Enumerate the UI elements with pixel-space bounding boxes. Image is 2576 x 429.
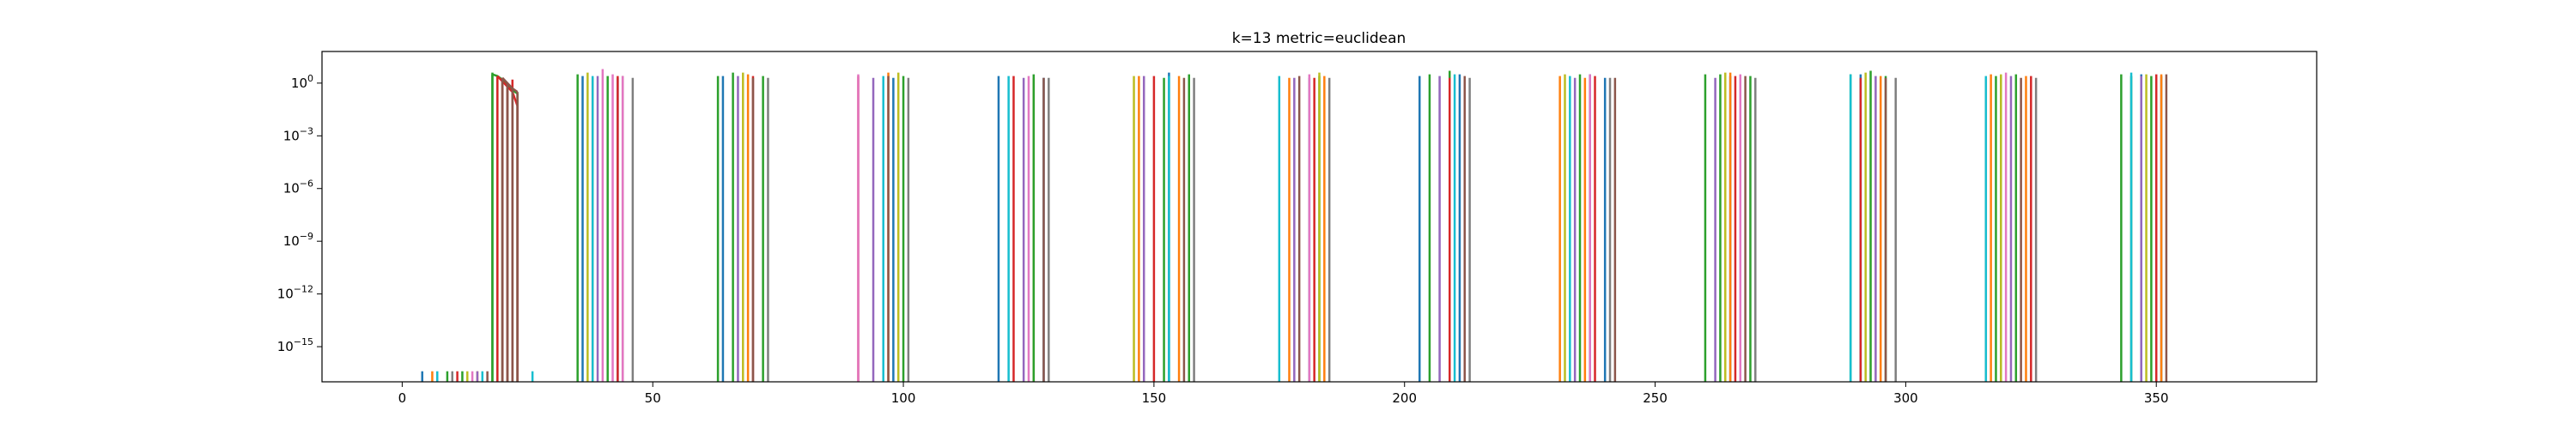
x-tick-label-5: 250 (1643, 390, 1668, 406)
x-tick-label-2: 100 (891, 390, 916, 406)
decay-line-12 (501, 76, 519, 94)
chart-title: k=13 metric=euclidean (1232, 30, 1406, 47)
x-tick-label-4: 200 (1392, 390, 1417, 406)
y-tick-label-4: 10−12 (277, 284, 313, 302)
y-tick-label-5: 10−15 (277, 336, 313, 354)
x-tick-label-6: 300 (1893, 390, 1918, 406)
y-axis: 100 10−3 10−6 10−9 10−12 10−15 (277, 73, 322, 354)
x-tick-label-3: 150 (1142, 390, 1167, 406)
x-axis: 0 50 100 150 200 250 300 350 (398, 382, 2169, 406)
y-tick-label-0: 100 (291, 73, 313, 91)
x-tick-label-7: 350 (2144, 390, 2169, 406)
x-tick-label-0: 0 (398, 390, 407, 406)
plot-frame (321, 51, 2318, 383)
y-tick-label-2: 10−6 (283, 178, 313, 196)
x-tick-label-1: 50 (645, 390, 661, 406)
y-tick-label-1: 10−3 (283, 125, 313, 143)
plot-marks (421, 69, 2168, 382)
y-tick-label-3: 10−9 (283, 231, 313, 249)
